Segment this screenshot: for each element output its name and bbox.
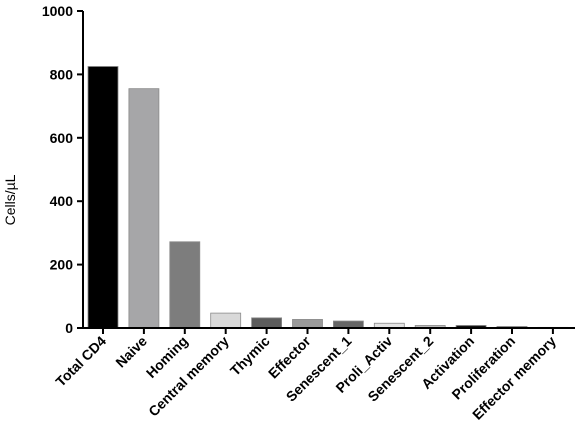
y-tick-label: 600 [50,130,74,146]
bar-effector [292,319,323,329]
y-tick-label: 400 [50,193,74,209]
x-tick-label: Naive [112,333,150,371]
y-tick-label: 200 [50,257,74,273]
bar-homing [169,241,201,329]
bar-naive [128,88,160,329]
x-tick-label: Total CD4 [52,333,109,390]
bar-senescent-1 [332,320,364,329]
axes-layer [82,11,575,329]
bar-thymic [251,317,283,329]
bar-total-cd4 [87,66,119,329]
y-ticks-layer: 0 200 400 600 800 1000 [42,3,83,336]
y-tick-label: 1000 [42,3,73,19]
y-axis-title: Cells/µL [2,174,18,225]
bars-layer [87,66,569,329]
bar-central-memory [210,312,242,329]
y-tick-label: 800 [50,66,74,82]
y-tick-label: 0 [65,320,73,336]
